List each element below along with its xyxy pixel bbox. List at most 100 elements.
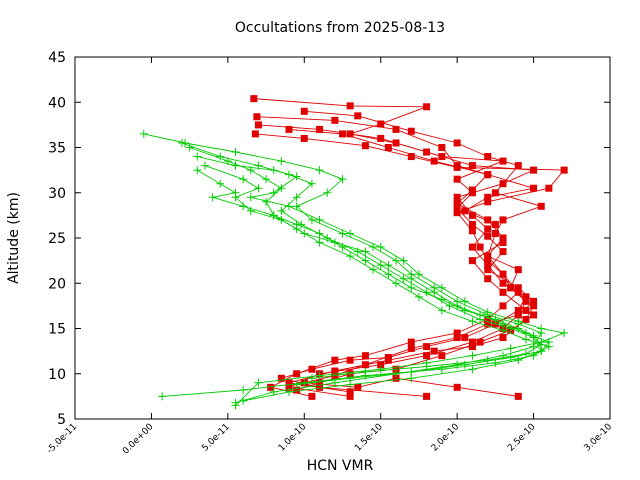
x-tick-label: 1.5e-10 — [353, 422, 385, 454]
data-point — [292, 202, 301, 211]
data-point — [484, 232, 492, 240]
data-point — [392, 256, 400, 265]
data-point — [491, 220, 499, 228]
data-point — [376, 365, 385, 374]
data-point — [239, 386, 248, 395]
data-point — [239, 202, 248, 211]
y-tick-label: 5 — [57, 412, 66, 428]
data-point — [399, 274, 408, 283]
data-point — [361, 247, 370, 256]
data-point — [193, 166, 202, 175]
data-point — [522, 297, 530, 305]
data-point — [468, 220, 476, 228]
data-point — [483, 308, 492, 317]
data-point — [300, 378, 309, 387]
series-1 — [139, 129, 569, 410]
data-point — [453, 334, 461, 342]
data-point — [269, 188, 278, 197]
data-point — [460, 360, 469, 369]
data-point — [422, 362, 431, 371]
data-point — [407, 344, 415, 352]
y-tick-label: 10 — [48, 367, 66, 383]
data-point — [514, 324, 523, 333]
data-point — [484, 266, 492, 274]
data-point — [338, 243, 347, 252]
data-point — [437, 295, 446, 304]
data-point — [484, 198, 492, 206]
y-tick-label: 35 — [48, 141, 66, 157]
data-point — [346, 356, 354, 364]
data-point — [231, 401, 240, 410]
data-point — [216, 179, 225, 188]
data-point — [499, 270, 507, 278]
data-point — [354, 383, 362, 391]
data-point — [530, 302, 538, 310]
data-point — [468, 162, 476, 170]
data-point — [453, 193, 461, 201]
data-point — [315, 229, 324, 238]
data-point — [476, 243, 484, 251]
data-point — [277, 374, 285, 382]
data-point — [491, 229, 499, 237]
y-tick-label: 40 — [48, 95, 66, 111]
data-point — [292, 172, 301, 181]
x-axis-label: HCN VMR — [307, 458, 374, 474]
data-point — [468, 186, 476, 194]
data-point — [307, 374, 316, 383]
data-point — [346, 388, 354, 396]
data-point — [545, 184, 553, 192]
data-point — [239, 175, 248, 184]
data-point — [423, 392, 431, 400]
data-point — [338, 175, 347, 184]
data-point — [484, 320, 492, 328]
data-point — [499, 239, 507, 247]
data-point — [292, 193, 301, 202]
data-point — [267, 383, 275, 391]
data-point — [346, 252, 355, 261]
data-point — [307, 215, 316, 224]
data-point — [277, 206, 286, 215]
data-point — [308, 365, 316, 373]
data-point — [277, 184, 286, 193]
data-point — [376, 261, 385, 270]
data-point — [522, 293, 530, 301]
data-point — [530, 297, 538, 305]
data-point — [292, 220, 301, 229]
data-point — [484, 252, 492, 260]
data-point — [377, 120, 385, 128]
data-point — [392, 279, 400, 288]
data-point — [437, 283, 446, 292]
data-point — [453, 175, 461, 183]
data-point — [308, 392, 316, 400]
data-point — [316, 125, 324, 133]
data-point — [193, 152, 202, 161]
data-point — [254, 184, 263, 193]
data-point — [499, 216, 507, 224]
profile-line — [258, 124, 534, 397]
data-point — [407, 274, 416, 283]
data-point — [514, 284, 522, 292]
profile-line — [255, 133, 566, 397]
data-point — [514, 356, 523, 365]
data-point — [285, 383, 293, 391]
series-layer — [139, 95, 569, 410]
data-point — [544, 338, 553, 347]
data-point — [361, 256, 370, 265]
y-tick-label: 45 — [48, 50, 66, 66]
data-point — [315, 215, 324, 224]
data-point — [262, 175, 271, 184]
y-axis-label: Altitude (km) — [6, 192, 22, 284]
data-point — [307, 179, 316, 188]
data-point — [484, 171, 492, 179]
data-point — [560, 166, 568, 174]
data-point — [468, 211, 476, 219]
data-point — [361, 367, 370, 376]
data-point — [300, 229, 309, 238]
data-point — [423, 148, 431, 156]
data-point — [468, 227, 476, 235]
data-point — [269, 166, 278, 175]
data-point — [430, 288, 439, 297]
x-tick-label: 2.5e-10 — [506, 422, 538, 454]
data-point — [560, 329, 569, 338]
data-point — [468, 317, 477, 326]
